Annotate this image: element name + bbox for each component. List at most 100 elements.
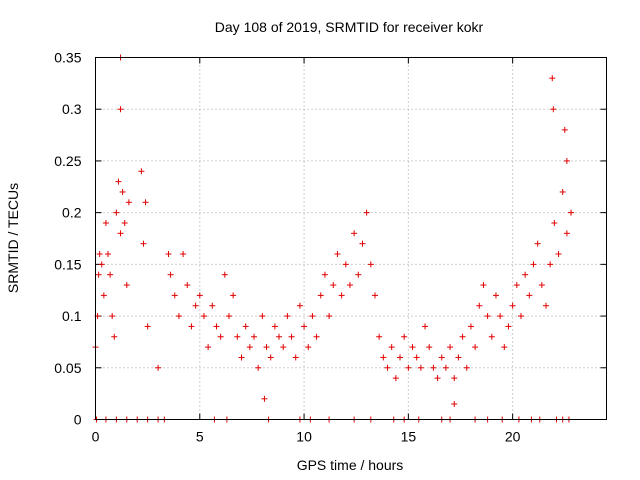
plot-frame bbox=[95, 57, 607, 420]
data-point bbox=[555, 251, 562, 258]
data-point bbox=[501, 344, 508, 351]
data-point bbox=[102, 219, 109, 226]
data-point bbox=[367, 261, 374, 268]
data-point bbox=[559, 188, 566, 195]
data-point bbox=[313, 333, 320, 340]
data-point bbox=[115, 178, 122, 185]
y-tick-label: 0.3 bbox=[62, 101, 82, 117]
data-point bbox=[413, 354, 420, 361]
data-point bbox=[123, 282, 130, 289]
data-point bbox=[551, 219, 558, 226]
data-point bbox=[200, 313, 207, 320]
data-point bbox=[321, 271, 328, 278]
chart-title: Day 108 of 2019, SRMTID for receiver kok… bbox=[215, 19, 484, 35]
data-point bbox=[292, 354, 299, 361]
x-tick-label: 0 bbox=[92, 429, 100, 445]
y-axis-label: SRMTID / TECUs bbox=[5, 183, 21, 293]
data-point bbox=[98, 261, 105, 268]
data-point bbox=[538, 282, 545, 289]
data-point bbox=[121, 219, 128, 226]
data-point bbox=[397, 354, 404, 361]
data-point bbox=[330, 282, 337, 289]
data-point bbox=[96, 251, 103, 258]
data-point bbox=[259, 313, 266, 320]
data-point bbox=[305, 344, 312, 351]
data-point bbox=[230, 292, 237, 299]
x-tick-label: 15 bbox=[401, 429, 417, 445]
data-point bbox=[526, 292, 533, 299]
data-point bbox=[376, 333, 383, 340]
data-point bbox=[550, 106, 557, 113]
data-point bbox=[213, 323, 220, 330]
data-point bbox=[301, 323, 308, 330]
data-point bbox=[105, 251, 112, 258]
y-tick-label: 0.35 bbox=[54, 50, 81, 66]
data-point bbox=[346, 282, 353, 289]
data-point bbox=[405, 364, 412, 371]
x-axis-label: GPS time / hours bbox=[297, 457, 404, 473]
data-point bbox=[530, 261, 537, 268]
data-point bbox=[388, 344, 395, 351]
data-point bbox=[309, 313, 316, 320]
data-point bbox=[165, 251, 172, 258]
data-point bbox=[549, 75, 556, 82]
data-point bbox=[563, 157, 570, 164]
data-point bbox=[251, 333, 258, 340]
data-point bbox=[155, 364, 162, 371]
data-point bbox=[334, 251, 341, 258]
data-point bbox=[484, 313, 491, 320]
y-tick-label: 0.05 bbox=[54, 360, 81, 376]
data-point bbox=[192, 302, 199, 309]
grid bbox=[95, 57, 607, 420]
data-point bbox=[238, 354, 245, 361]
data-point bbox=[284, 313, 291, 320]
data-point bbox=[234, 333, 241, 340]
data-point bbox=[113, 209, 120, 216]
data-point bbox=[480, 282, 487, 289]
data-point bbox=[568, 209, 575, 216]
data-point bbox=[180, 251, 187, 258]
data-point bbox=[221, 271, 228, 278]
data-point bbox=[107, 271, 114, 278]
data-point bbox=[280, 344, 287, 351]
data-point bbox=[242, 323, 249, 330]
data-point bbox=[296, 302, 303, 309]
data-point bbox=[455, 354, 462, 361]
data-point bbox=[326, 313, 333, 320]
y-tick-label: 0 bbox=[74, 412, 82, 428]
data-point bbox=[144, 323, 151, 330]
data-point bbox=[175, 313, 182, 320]
data-point bbox=[125, 199, 132, 206]
data-point bbox=[476, 302, 483, 309]
data-point bbox=[111, 333, 118, 340]
data-point bbox=[263, 344, 270, 351]
data-point bbox=[463, 364, 470, 371]
data-point bbox=[119, 188, 126, 195]
x-axis: 0 5 10 15 20 bbox=[92, 57, 521, 445]
data-point bbox=[426, 344, 433, 351]
data-point bbox=[434, 375, 441, 382]
data-point bbox=[184, 282, 191, 289]
y-tick-label: 0.2 bbox=[62, 205, 82, 221]
data-point bbox=[205, 344, 212, 351]
data-point bbox=[359, 240, 366, 247]
data-point bbox=[351, 230, 358, 237]
data-point bbox=[371, 292, 378, 299]
data-point bbox=[363, 209, 370, 216]
data-point bbox=[409, 344, 416, 351]
data-point bbox=[209, 302, 216, 309]
data-point bbox=[167, 271, 174, 278]
data-point bbox=[563, 230, 570, 237]
data-point bbox=[517, 313, 524, 320]
y-tick-label: 0.25 bbox=[54, 153, 81, 169]
data-point bbox=[488, 333, 495, 340]
data-point bbox=[217, 333, 224, 340]
data-point bbox=[451, 400, 458, 407]
data-point bbox=[288, 333, 295, 340]
data-point bbox=[188, 323, 195, 330]
data-point bbox=[246, 344, 253, 351]
data-point bbox=[380, 354, 387, 361]
data-point bbox=[171, 292, 178, 299]
data-point bbox=[95, 271, 102, 278]
